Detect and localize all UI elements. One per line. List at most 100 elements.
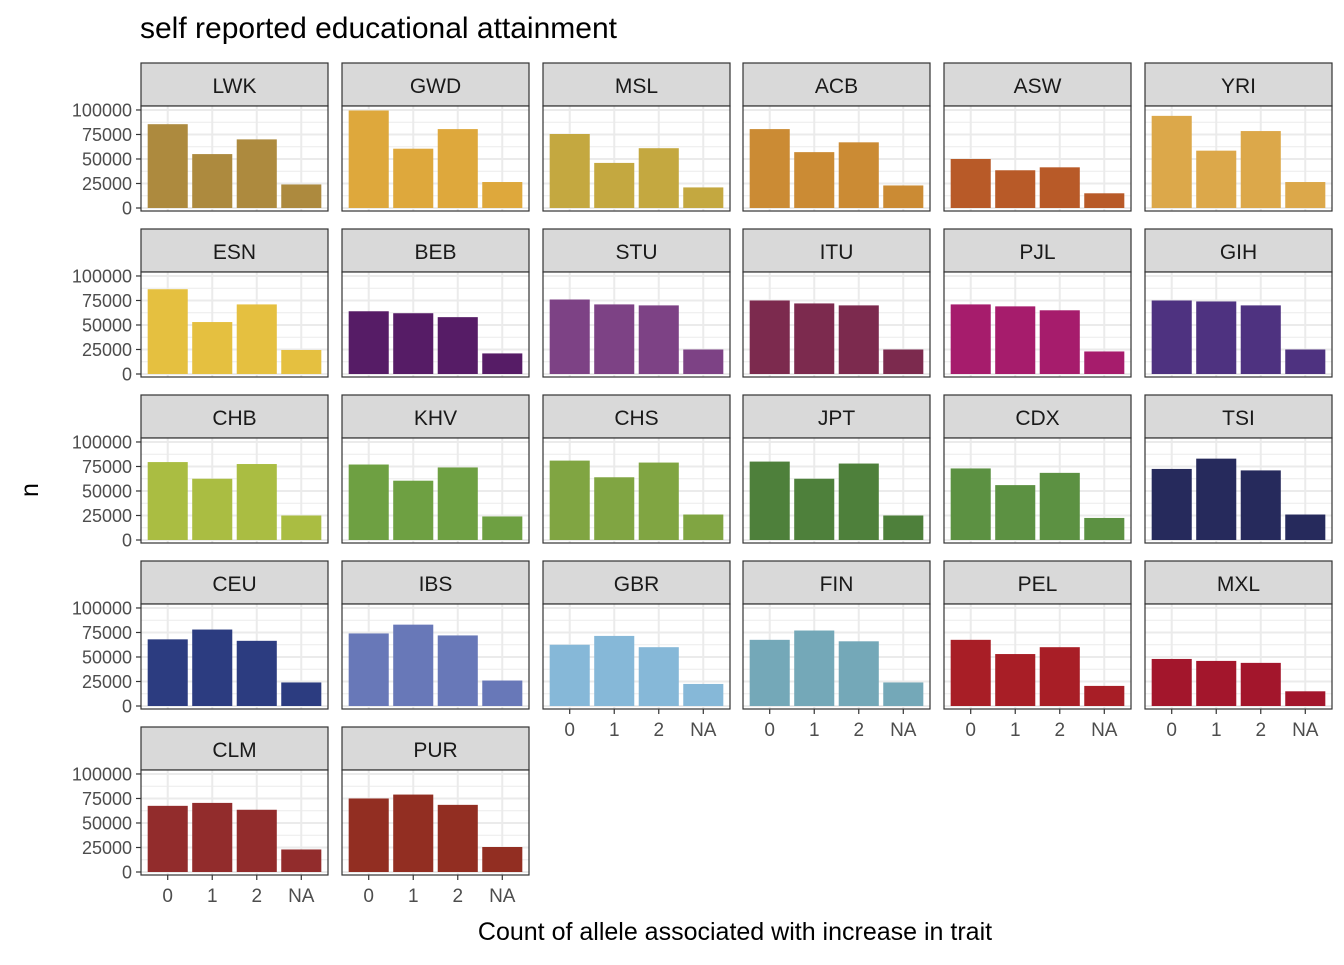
bar-gbr-2 [638, 647, 679, 706]
x-tick-label: 1 [207, 886, 218, 907]
facet-strip-label: CLM [212, 739, 256, 762]
bar-stu-2 [638, 305, 679, 374]
panel-border [542, 603, 731, 710]
bar-pur-0 [348, 798, 389, 872]
bar-stu-na [683, 349, 724, 374]
panel-itu: ITU [742, 228, 931, 378]
x-tick-label: 2 [1255, 720, 1266, 741]
bar-jpt-2 [838, 463, 879, 540]
bar-chb-0 [147, 462, 188, 540]
panel-chs: CHS [542, 394, 731, 544]
bar-esn-0 [147, 289, 188, 374]
x-tick-label: 0 [162, 886, 173, 907]
panel-clm: CLM 0 25000 50000 75000 100000 0 1 2 NA [72, 726, 329, 907]
facet-strip [341, 394, 530, 439]
y-tick-label: 75000 [82, 789, 132, 809]
facet-strip-label: BEB [414, 241, 456, 264]
facet-strip [1144, 228, 1333, 273]
panel-border [943, 437, 1132, 544]
panel-esn: ESN 0 25000 50000 75000 100000 [72, 228, 329, 385]
bar-yri-2 [1240, 131, 1281, 208]
bar-gwd-na [482, 182, 523, 208]
facet-strip [943, 394, 1132, 439]
facet-strip [341, 62, 530, 107]
bar-pjl-2 [1039, 310, 1080, 374]
bar-chs-na [683, 514, 724, 540]
bar-acb-2 [838, 142, 879, 208]
x-tick-label: 1 [408, 886, 419, 907]
facet-strip [943, 560, 1132, 605]
x-tick-label: 2 [251, 886, 262, 907]
bar-stu-0 [549, 299, 590, 374]
panel-border [742, 271, 931, 378]
panel-mxl: MXL 0 1 2 NA [1144, 560, 1333, 741]
panel-stu: STU [542, 228, 731, 378]
bar-tsi-na [1285, 514, 1326, 540]
bar-esn-na [281, 349, 322, 374]
bar-gbr-0 [549, 644, 590, 706]
x-tick-label: NA [1292, 720, 1319, 741]
x-tick-label: NA [690, 720, 717, 741]
bar-clm-1 [192, 802, 233, 872]
y-tick-label: 0 [122, 531, 132, 551]
facet-strip-label: IBS [419, 573, 453, 596]
panel-khv: KHV [341, 394, 530, 544]
y-tick-label: 25000 [82, 340, 132, 360]
bar-gih-0 [1151, 300, 1192, 374]
facet-strip [742, 62, 931, 107]
bar-lwk-2 [236, 139, 277, 208]
bar-beb-na [482, 353, 523, 374]
facet-strip-label: PUR [413, 739, 457, 762]
panel-ceu: CEU 0 25000 50000 75000 100000 [72, 560, 329, 717]
facet-strip [341, 228, 530, 273]
facet-strip-label: GBR [614, 573, 660, 596]
bar-lwk-na [281, 184, 322, 208]
facet-strip [742, 560, 931, 605]
facet-strip-label: KHV [414, 407, 457, 430]
x-axis-title: Count of allele associated with increase… [478, 918, 992, 946]
bar-asw-na [1084, 193, 1125, 208]
facet-strip [943, 228, 1132, 273]
bar-lwk-0 [147, 124, 188, 208]
facet-strip [140, 560, 329, 605]
bar-gwd-1 [393, 148, 434, 208]
bar-itu-1 [794, 303, 835, 374]
x-tick-label: 2 [653, 720, 664, 741]
bar-pur-1 [393, 794, 434, 872]
facet-strip-label: CHS [614, 407, 658, 430]
facet-strip-label: ACB [815, 75, 858, 98]
bar-ceu-1 [192, 629, 233, 706]
bar-gwd-0 [348, 110, 389, 208]
bar-cdx-2 [1039, 472, 1080, 540]
bar-pjl-0 [950, 304, 991, 374]
y-tick-label: 50000 [82, 813, 132, 833]
facet-strip [742, 228, 931, 273]
panel-border [742, 105, 931, 212]
bar-jpt-0 [749, 461, 790, 540]
bar-yri-0 [1151, 115, 1192, 208]
panel-pel: PEL 0 1 2 NA [943, 560, 1132, 741]
facet-strip-label: CDX [1015, 407, 1059, 430]
facet-strip-label: FIN [820, 573, 854, 596]
bar-acb-1 [794, 152, 835, 208]
bar-tsi-0 [1151, 468, 1192, 540]
facet-strip-label: GIH [1220, 241, 1257, 264]
bar-cdx-0 [950, 468, 991, 540]
bar-pel-na [1084, 685, 1125, 706]
x-tick-label: 1 [809, 720, 820, 741]
bar-clm-2 [236, 809, 277, 872]
facet-strip [1144, 394, 1333, 439]
bar-msl-2 [638, 148, 679, 208]
y-tick-label: 0 [122, 697, 132, 717]
y-tick-label: 100000 [72, 432, 132, 452]
bar-fin-2 [838, 641, 879, 706]
panel-gih: GIH [1144, 228, 1333, 378]
bar-beb-2 [437, 317, 478, 374]
facet-strip [542, 560, 731, 605]
facet-strip-label: TSI [1222, 407, 1255, 430]
y-tick-label: 0 [122, 863, 132, 883]
bar-msl-1 [594, 162, 635, 208]
bar-chb-na [281, 515, 322, 540]
